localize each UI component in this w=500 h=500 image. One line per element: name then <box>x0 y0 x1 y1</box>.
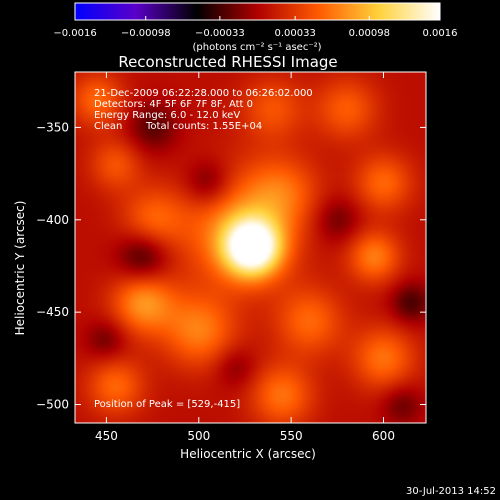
x-tick-label: 600 <box>372 429 395 443</box>
annotation-counts: Total counts: 1.55E+04 <box>145 121 262 132</box>
image-area <box>75 72 426 423</box>
colorbar-unit-label: (photons cm⁻² s⁻¹ asec⁻²) <box>192 42 321 53</box>
y-tick-label: −450 <box>36 305 69 319</box>
chart-title: Reconstructed RHESSI Image <box>118 53 337 71</box>
x-axis-label: Heliocentric X (arcsec) <box>180 447 316 461</box>
colorbar-tick-label: −0.00098 <box>121 28 171 39</box>
colorbar-tick-label: 0.00098 <box>349 28 390 39</box>
annotation-peak: Position of Peak = [529,-415] <box>94 399 240 410</box>
colorbar <box>74 2 441 21</box>
heatmap-canvas <box>75 72 426 423</box>
y-tick-label: −400 <box>36 213 69 227</box>
colorbar-tick-label: −0.00033 <box>195 28 245 39</box>
colorbar-tick-label: −0.0016 <box>53 28 96 39</box>
colorbar-tick-label: 0.0016 <box>423 28 458 39</box>
colorbar-ticks: −0.0016 −0.00098 −0.00033 0.00033 0.00098 0.0… <box>53 16 458 39</box>
y-axis-label: Heliocentric Y (arcsec) <box>13 201 27 336</box>
plot-frame <box>74 71 427 424</box>
x-tick-label: 550 <box>280 429 303 443</box>
x-tick-label: 500 <box>187 429 210 443</box>
axis-ticks: 450 500 550 600 −350 −400 −450 −500 <box>36 72 426 443</box>
x-tick-label: 450 <box>95 429 118 443</box>
y-tick-label: −350 <box>36 120 69 134</box>
annotation-time: 21-Dec-2009 06:22:28.000 to 06:26:02.000 <box>94 88 313 99</box>
y-tick-label: −500 <box>36 398 69 412</box>
footer-date: 30-Jul-2013 14:52 <box>406 486 496 497</box>
annotation-clean: Clean <box>94 121 122 132</box>
colorbar-tick-label: 0.00033 <box>274 28 315 39</box>
annotation-detectors: Detectors: 4F 5F 6F 7F 8F, Att 0 <box>94 99 253 110</box>
annotation-energy: Energy Range: 6.0 - 12.0 keV <box>94 110 240 121</box>
